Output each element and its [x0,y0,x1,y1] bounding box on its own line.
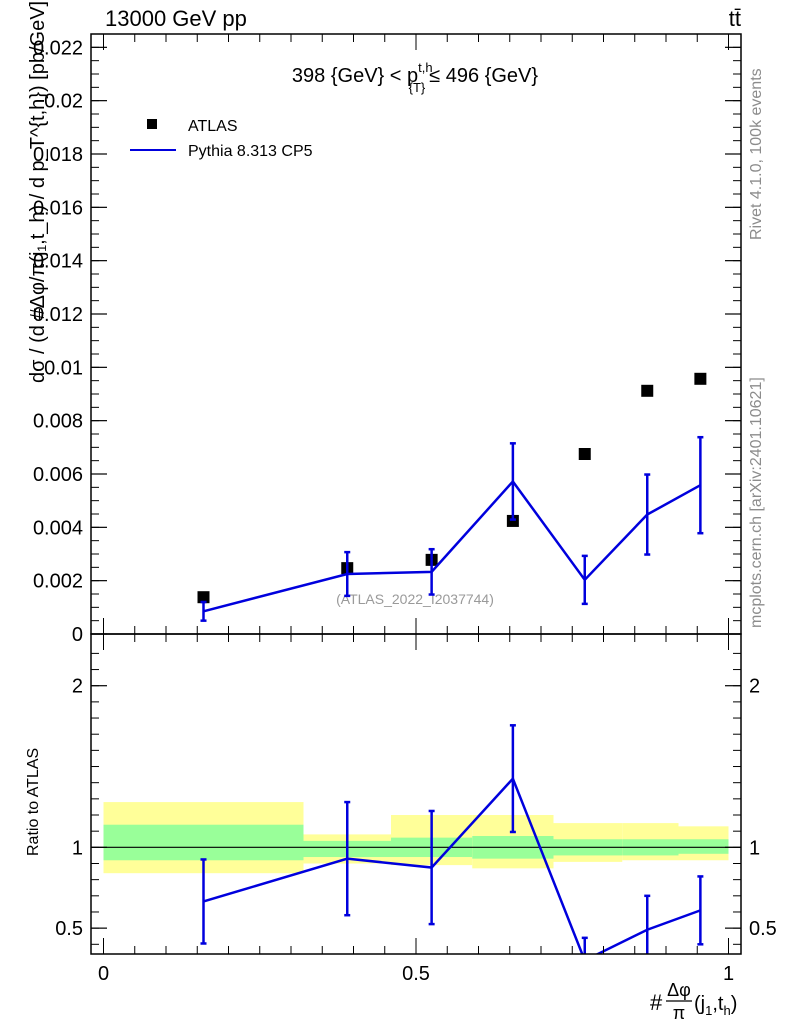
ratio-tick-labels: 0.5 0.5 1 1 2 2 [55,676,777,940]
header-right: tt̄ [729,6,741,31]
ratio-green-band [678,839,729,854]
main-y-tick-label: 0.012 [33,304,83,326]
x-label-close: ) [731,993,738,1015]
main-y-tick-labels: 0 0.002 0.004 0.006 0.008 0.01 0.012 0.014 0.016… [33,37,83,646]
x-label-num: Δφ [667,980,691,1000]
analysis-watermark: (ATLAS_2022_I2037744) [336,591,494,607]
ratio-y-tick-label: 0.5 [55,918,83,940]
main-y-tick-label: 0.016 [33,197,83,219]
x-axis-label: # Δφ π (j1,th) [650,980,737,1023]
main-series [197,372,707,622]
mcplots-label: mcplots.cern.ch [arXiv:2401.10621] [748,377,765,628]
x-tick-label: 1 [723,963,734,985]
atlas-data-point [694,372,707,385]
x-tick-labels: 0 0.5 1 [98,963,734,985]
header-left: 13000 GeV pp [105,6,247,31]
main-y-tick-label: 0.006 [33,464,83,486]
main-y-tick-label: 0.02 [44,91,83,113]
ratio-y-tick-label-right: 2 [749,676,760,698]
legend-atlas-label: ATLAS [188,118,238,135]
ratio-bands [103,802,729,874]
title-left: 398 {GeV} < p [292,65,418,87]
ratio-y-tick-label-right: 0.5 [749,918,777,940]
x-label-mid: ,t [712,993,724,1015]
legend: ATLAS Pythia 8.313 CP5 [130,118,313,160]
rivet-label: Rivet 4.1.0, 100k events [748,68,765,240]
main-y-tick-label: 0.022 [33,37,83,59]
x-label-args-open: (j [694,993,705,1015]
main-y-tick-label: 0.01 [44,357,83,379]
ratio-y-tick-label-right: 1 [749,837,760,859]
atlas-data-point [506,514,519,527]
atlas-data-point [197,591,210,604]
legend-pythia-label: Pythia 8.313 CP5 [188,143,313,160]
x-label-sub2: h [723,1003,730,1018]
main-y-ticks [91,33,741,635]
title-sup: t,h [418,60,432,75]
ratio-y-axis-label: Ratio to ATLAS [25,748,42,856]
title-right: ≤ 496 {GeV} [429,65,538,87]
main-y-tick-label: 0.014 [33,251,83,273]
plot-title: 398 {GeV} < pt,h {T}≤ 496 {GeV} [292,60,538,95]
title-sub: {T} [409,80,426,95]
legend-atlas-marker [147,119,157,129]
ratio-green-band [103,824,304,861]
x-tick-label: 0 [98,963,109,985]
x-label-prefix: # [650,990,663,1015]
main-y-tick-label: 0.018 [33,144,83,166]
atlas-data-point [641,384,654,397]
x-label-args: (j1,th) [694,993,737,1018]
main-y-tick-label: 0.008 [33,411,83,433]
main-y-tick-label: 0.004 [33,517,83,539]
x-label-sub1: 1 [705,1003,712,1018]
main-y-tick-label: 0.002 [33,571,83,593]
x-tick-label: 0.5 [402,963,430,985]
ratio-y-tick-label: 2 [72,676,83,698]
x-ticks [103,34,729,954]
main-y-tick-label: 0 [72,624,83,646]
ratio-clip-group [200,724,704,954]
x-label-den: π [673,1003,685,1023]
atlas-data-point [578,448,591,460]
main-y-axis-label: dσ / (d #Δφ/π(j₁,t_h) / d p_T^{t,h}) [pb… [27,1,49,383]
ratio-series [200,724,704,954]
ratio-frame [90,633,742,955]
ratio-y-tick-label: 1 [72,837,83,859]
ratio-ticks [91,652,741,945]
